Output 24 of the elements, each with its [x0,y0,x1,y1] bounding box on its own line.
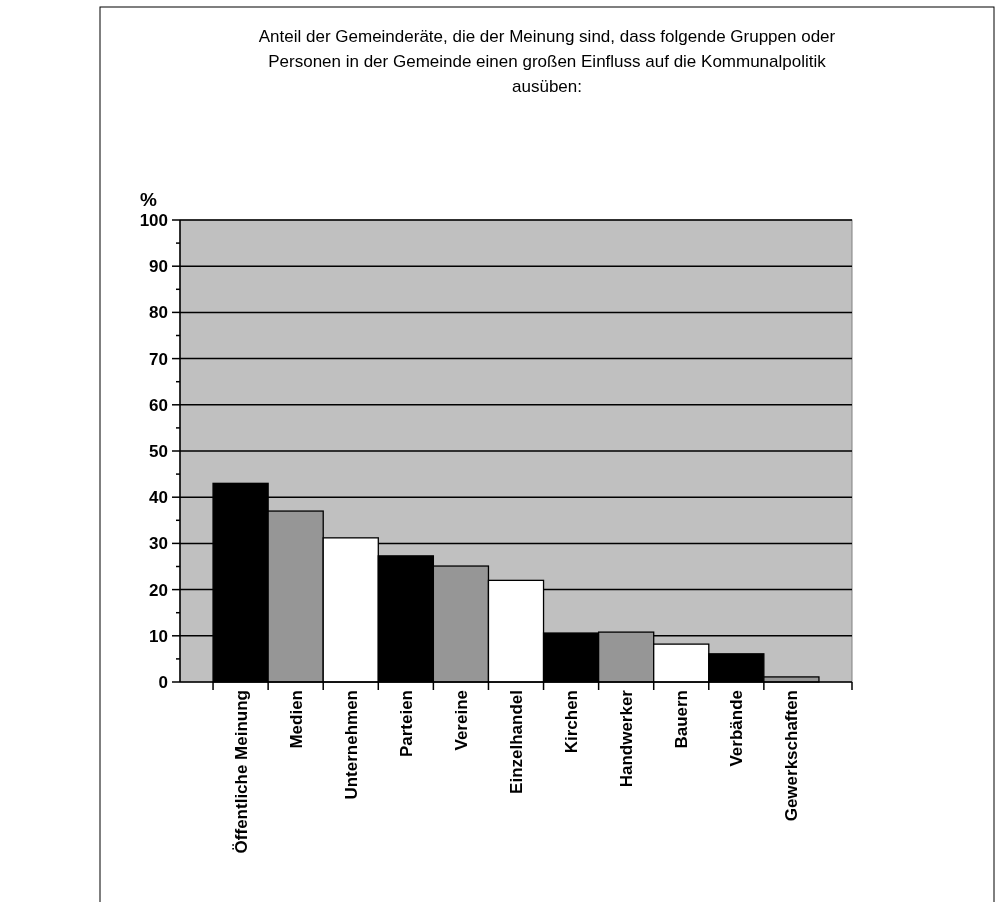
y-tick-label: 80 [149,303,168,323]
y-tick-label: 50 [149,441,168,461]
x-tick-label: Unternehmen [341,690,361,800]
x-tick-label: Vereine [451,690,471,751]
y-tick-label: 20 [149,580,168,600]
x-tick-label: Medien [286,690,306,749]
x-tick-label: Gewerkschaften [782,690,802,822]
y-tick-label: 0 [158,672,168,692]
chart-title: Anteil der Gemeinderäte, die der Meinung sind, dass folgende Gruppen oder Personen in der Gemeinde einen großen Einfluss auf die Kommunalpolitik ausüben: [258,27,836,96]
y-tick-label: 40 [149,488,168,508]
y-tick-label: 70 [149,349,168,369]
y-tick-label: 60 [149,395,168,415]
x-tick-label: Parteien [396,690,416,758]
y-tick-label: 90 [149,257,168,277]
y-tick-label: 100 [139,210,168,230]
x-tick-label: Einzelhandel [507,690,526,794]
x-tick-label: Öffentliche Meinung [231,690,251,854]
x-tick-label: Handwerker [617,689,637,788]
y-axis-title: % [140,189,157,210]
y-tick-label: 30 [149,534,168,554]
y-tick-label: 10 [149,626,168,646]
x-tick-label: Bauern [672,690,692,749]
x-tick-label: Verbände [727,690,747,767]
x-tick-label: Kirchen [562,690,582,754]
